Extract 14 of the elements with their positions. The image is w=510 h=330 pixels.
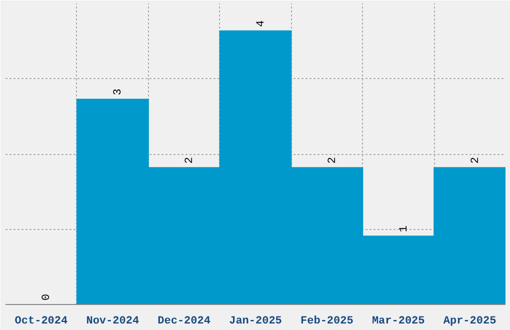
- data-label: 0: [41, 294, 54, 300]
- data-label: 2: [184, 157, 196, 164]
- data-label: 3: [112, 88, 125, 96]
- x-tick-label: Jan-2025: [229, 316, 282, 328]
- x-tick-label: Apr-2025: [443, 316, 497, 328]
- x-tick-label: Oct-2024: [14, 316, 68, 328]
- data-label: 1: [398, 225, 410, 232]
- data-label: 2: [326, 157, 339, 164]
- x-tick-label: Dec-2024: [158, 316, 211, 328]
- data-label: 2: [470, 157, 482, 164]
- x-tick-label: Nov-2024: [86, 316, 140, 328]
- x-tick-label: Mar-2025: [372, 316, 426, 328]
- x-tick-label: Feb-2025: [300, 316, 354, 328]
- data-label: 4: [256, 20, 268, 27]
